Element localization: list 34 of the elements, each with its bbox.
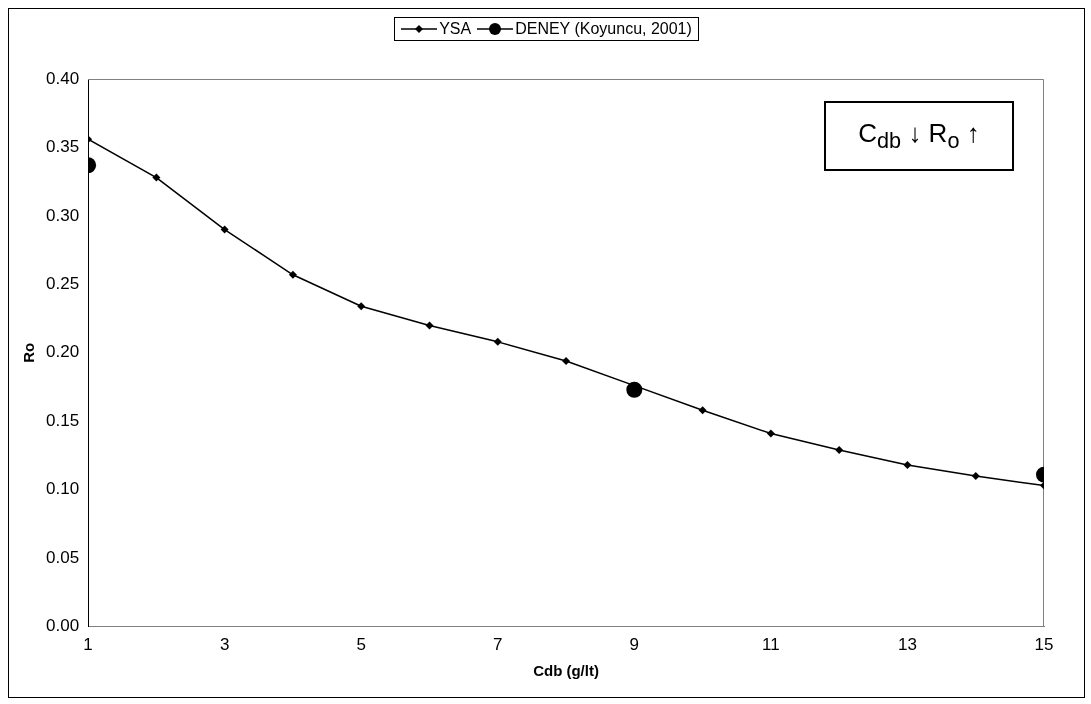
y-tick-label: 0.05 (45, 547, 80, 567)
y-tick-label: 0.00 (45, 616, 80, 636)
x-tick-label: 5 (356, 635, 366, 655)
point (698, 406, 707, 415)
point (766, 429, 775, 438)
y-tick-label: 0.10 (45, 479, 80, 499)
x-tick-label: 3 (219, 635, 230, 655)
x-tick-label: 13 (897, 635, 917, 655)
point (971, 472, 980, 481)
y-tick-label: 0.35 (45, 137, 80, 157)
x-tick-label: 15 (1034, 635, 1054, 655)
point (425, 321, 434, 330)
point (903, 461, 912, 470)
point (357, 302, 366, 311)
x-tick-label: 11 (762, 635, 780, 655)
legend-label: DENEY (Koyuncu, 2001) (515, 20, 692, 38)
point (288, 270, 297, 279)
y-tick-label: 0.40 (45, 68, 80, 88)
y-tick-label: 0.30 (45, 205, 80, 225)
point (220, 225, 229, 234)
legend-label: YSA (439, 20, 472, 38)
x-tick-label: 1 (83, 635, 93, 655)
point (835, 446, 844, 454)
y-tick-label: 0.25 (45, 274, 80, 294)
y-axis-title: Ro (20, 342, 38, 363)
x-tick-label: 7 (493, 635, 503, 655)
point (562, 357, 571, 366)
y-tick-label: 0.15 (45, 410, 80, 430)
point (152, 173, 161, 182)
annotation: C$_{db}$ ↓ R$_{o}$ ↑ (858, 117, 980, 155)
y-tick-label: 0.20 (45, 342, 80, 362)
x-axis-title: Cdb (g/lt) (533, 662, 599, 680)
x-tick-label: 9 (629, 635, 640, 655)
point (493, 337, 502, 346)
